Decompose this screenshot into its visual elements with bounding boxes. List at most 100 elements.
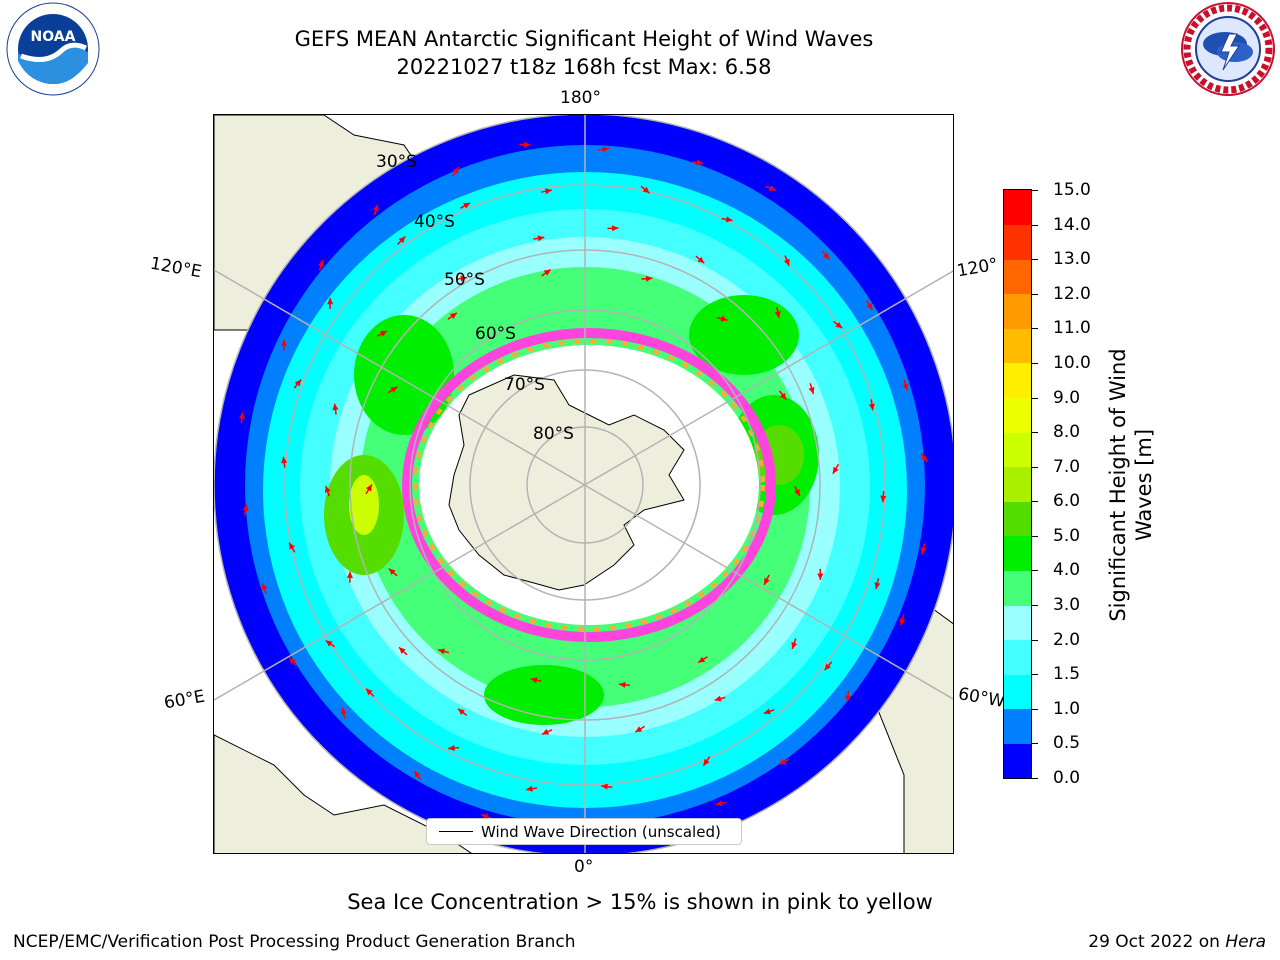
wave-direction-arrowhead (325, 640, 333, 647)
lat-label-40s: 40°S (414, 212, 455, 232)
polar-map (213, 114, 954, 854)
colorbar-segment (1004, 224, 1031, 260)
colorbar-tick-label: 9.0 (1053, 387, 1081, 408)
lat-label-80s: 80°S (533, 424, 574, 444)
wave-direction-arrowhead (611, 225, 619, 232)
colorbar-segment (1004, 259, 1031, 295)
lon-label-60e: 60°E (162, 686, 207, 714)
colorbar-segment (1004, 362, 1031, 399)
colorbar-tick-label: 2.0 (1053, 629, 1081, 650)
colorbar-segment (1004, 605, 1031, 641)
wave-direction-arrowhead (294, 379, 302, 387)
colorbar-tick-label: 5.0 (1053, 525, 1081, 546)
wave-direction-arrowhead (398, 236, 406, 244)
antarctica-land (448, 374, 685, 591)
wave-direction-arrowhead (697, 256, 705, 264)
wave-direction-arrowhead (289, 542, 296, 550)
wave-direction-arrowhead (457, 708, 465, 716)
colorbar-tick (1032, 432, 1038, 434)
wave-direction-arrowhead (824, 663, 832, 671)
svg-text:NOAA: NOAA (31, 29, 76, 45)
colorbar-segment (1004, 535, 1031, 571)
colorbar-tick (1032, 743, 1038, 745)
wave-direction-arrowhead (452, 166, 459, 174)
wave-direction-arrowhead (899, 618, 906, 626)
lon-label-120w: 120° (955, 254, 1000, 282)
lat-label-50s: 50°S (444, 270, 485, 290)
wave-direction-arrowhead (414, 770, 421, 778)
colorbar-tick (1032, 535, 1038, 537)
wave-direction-arrowhead (542, 728, 550, 735)
wave-direction-arrowhead (715, 800, 723, 807)
colorbar-tick (1032, 224, 1038, 226)
colorbar-segment (1004, 743, 1031, 779)
colorbar-segment (1004, 570, 1031, 606)
colorbar-tick-label: 6.0 (1053, 491, 1081, 512)
colorbar-tick (1032, 778, 1038, 779)
lat-label-30s: 30°S (376, 152, 417, 172)
wave-direction-arrowhead (449, 312, 457, 319)
wave-direction-arrowhead (635, 726, 643, 733)
colorbar-tick (1032, 639, 1038, 641)
wave-direction-arrowhead (764, 577, 770, 585)
colorbar-title-line1: Significant Height of Wind (1106, 348, 1130, 622)
wave-direction-arrowhead (698, 656, 706, 663)
wave-direction-arrowhead (808, 386, 815, 394)
wave-direction-arrowhead (844, 695, 851, 702)
colorbar-segment (1004, 190, 1031, 226)
wave-direction-arrowhead (261, 583, 268, 591)
wave-direction-arrowhead (524, 141, 531, 148)
colorbar-tick-label: 0.0 (1053, 768, 1081, 788)
chart-subtitle: 20221027 t18z 168h fcst Max: 6.58 (396, 55, 772, 79)
chart-title: GEFS MEAN Antarctic Significant Height o… (294, 27, 874, 51)
colorbar-segment (1004, 708, 1031, 744)
wave-direction-arrowhead (463, 202, 471, 209)
colorbar-segment (1004, 397, 1031, 433)
colorbar-tick (1032, 605, 1038, 607)
colorbar-tick (1032, 708, 1038, 710)
colorbar-tick (1032, 570, 1038, 572)
colorbar-tick-label: 4.0 (1053, 560, 1081, 581)
wave-direction-arrowhead (601, 783, 608, 790)
colorbar-segment (1004, 328, 1031, 364)
wave-direction-arrowhead (530, 677, 538, 684)
colorbar-segment (1004, 466, 1031, 502)
colorbar-tick-label: 1.0 (1053, 698, 1081, 719)
colorbar-title: Significant Height of Wind Waves [m] (1105, 348, 1157, 621)
wave-direction-arrowhead (791, 641, 798, 649)
sea-ice-caption: Sea Ice Concentration > 15% is shown in … (347, 890, 933, 914)
lon-label-120e: 120°E (148, 253, 204, 283)
wave-direction-arrowhead (365, 484, 372, 492)
colorbar-segment (1004, 432, 1031, 468)
colorbar-tick (1032, 328, 1038, 330)
colorbar-title-line2: Waves [m] (1132, 428, 1156, 542)
colorbar-tick-label: 1.5 (1053, 664, 1081, 685)
map-legend: Wind Wave Direction (unscaled) (426, 818, 742, 845)
wave-direction-arrowhead (774, 311, 781, 318)
wave-direction-arrowhead (448, 744, 455, 752)
colorbar-tick (1032, 501, 1038, 503)
lon-label-180: 180° (560, 88, 601, 108)
colorbar-segment (1004, 293, 1031, 329)
wave-direction-arrowhead (817, 573, 824, 580)
colorbar-tick-label: 0.5 (1053, 733, 1081, 754)
wave-direction-arrowhead (920, 455, 928, 463)
colorbar-tick (1032, 466, 1038, 468)
colorbar-tick-label: 12.0 (1053, 283, 1091, 304)
wave-direction-arrowhead (242, 504, 249, 512)
wave-direction-arrowhead (866, 302, 873, 310)
wave-direction-arrowhead (537, 235, 545, 242)
legend-line-icon (439, 831, 473, 832)
colorbar-tick-label: 7.0 (1053, 456, 1081, 477)
noaa-logo: NOAA (1, 1, 105, 97)
wave-direction-arrowhead (794, 489, 800, 497)
lat-label-60s: 60°S (475, 324, 516, 344)
wave-direction-arrowhead (545, 188, 552, 195)
wave-direction-arrowhead (372, 204, 379, 212)
lon-label-0: 0° (574, 857, 594, 877)
wave-direction-arrowhead (714, 695, 722, 702)
colorbar-tick (1032, 674, 1038, 676)
wave-direction-arrowhead (281, 456, 288, 464)
colorbar-tick (1032, 397, 1038, 399)
wave-direction-arrowhead (645, 275, 653, 282)
